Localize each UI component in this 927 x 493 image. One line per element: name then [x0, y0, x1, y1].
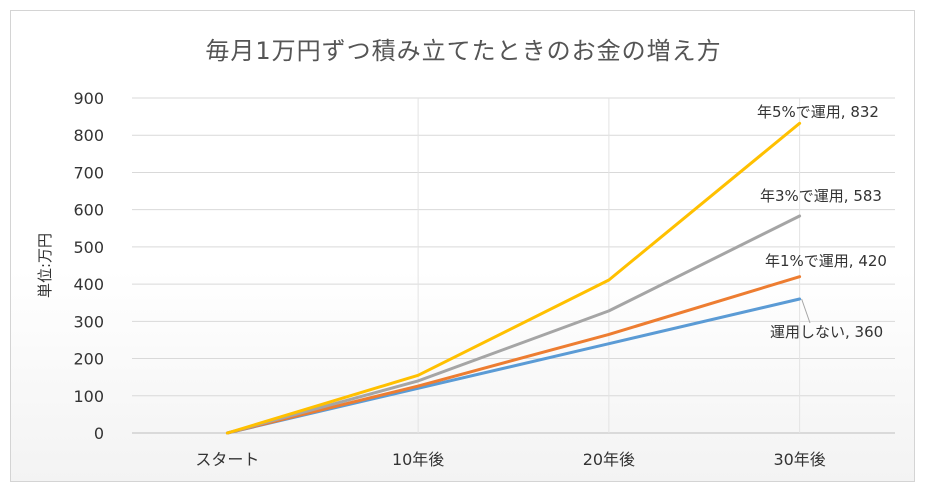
- data-label: 運用しない, 360: [770, 323, 883, 341]
- y-tick-label: 800: [73, 126, 104, 145]
- y-tick-label: 600: [73, 201, 104, 220]
- x-tick-label: 20年後: [583, 450, 635, 469]
- y-tick-label: 0: [94, 424, 104, 443]
- series-line-3: [225, 121, 802, 435]
- chart-title: 毎月1万円ずつ積み立てたときのお金の増え方: [205, 37, 722, 65]
- data-label: 年5%で運用, 832: [757, 103, 879, 121]
- chart-container: 毎月1万円ずつ積み立てたときのお金の増え方: [10, 10, 915, 482]
- y-tick-label: 300: [73, 312, 104, 331]
- series-line-1: [225, 275, 802, 435]
- data-label-leader: [801, 298, 811, 324]
- y-tick-label: 900: [73, 89, 104, 108]
- y-tick-label: 500: [73, 238, 104, 257]
- data-label: 年1%で運用, 420: [765, 252, 887, 270]
- series-line-2: [225, 214, 802, 435]
- x-tick-label: 30年後: [773, 450, 825, 469]
- x-tick-label: スタート: [195, 450, 259, 469]
- y-tick-label: 400: [73, 275, 104, 294]
- data-label: 年3%で運用, 583: [760, 187, 882, 205]
- y-tick-label: 100: [73, 387, 104, 406]
- y-tick-label: 700: [73, 163, 104, 182]
- x-tick-label: 10年後: [392, 450, 444, 469]
- y-tick-label: 200: [73, 350, 104, 369]
- y-axis-title: 単位:万円: [36, 233, 54, 298]
